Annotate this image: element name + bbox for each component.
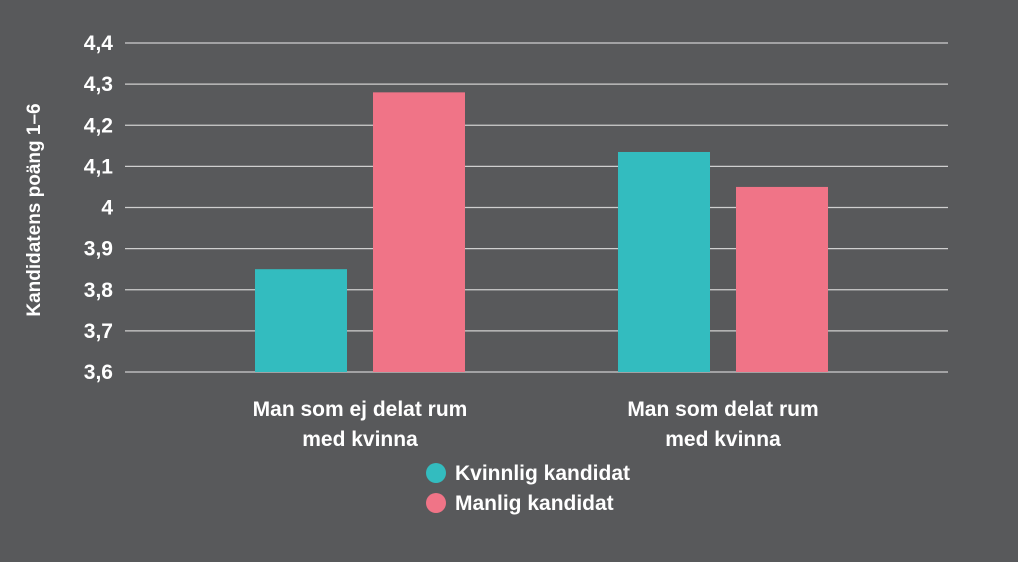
legend-item: Kvinnlig kandidat [426,462,630,485]
y-tick-label: 4,4 [84,32,114,55]
legend-label: Manlig kandidat [455,492,614,515]
x-category-label: Man som delat rum [627,398,818,421]
legend-marker [426,493,446,513]
legend-marker [426,463,446,483]
legend: Kvinnlig kandidat Manlig kandidat [426,462,630,515]
y-tick-label: 3,9 [84,238,113,261]
bar-kvinnlig-2 [618,151,710,372]
legend-label: Kvinnlig kandidat [455,462,630,485]
y-axis-label: Kandidatens poäng 1–6 [24,103,45,316]
bar-manlig-1 [373,92,465,372]
y-tick-label: 4,3 [84,73,113,96]
y-tick-label: 4,1 [84,155,114,178]
x-axis-categories: Man som ej delat rum med kvinna Man som de… [253,398,819,451]
y-tick-label: 3,8 [84,279,114,302]
y-tick-label: 3,7 [84,320,113,343]
x-category-label: med kvinna [302,428,418,451]
bar-manlig-2 [736,186,828,372]
y-axis-ticks: 3,6 3,7 3,8 3,9 4 4,1 4,2 4,3 4,4 [84,32,114,384]
y-tick-label: 4,2 [84,114,113,137]
bars [255,92,828,372]
x-category-label: med kvinna [665,428,781,451]
x-category-label: Man som ej delat rum [253,398,468,421]
bar-kvinnlig-1 [255,269,347,372]
y-tick-label: 3,6 [84,361,113,384]
y-tick-label: 4 [101,197,113,220]
legend-item: Manlig kandidat [426,492,614,515]
